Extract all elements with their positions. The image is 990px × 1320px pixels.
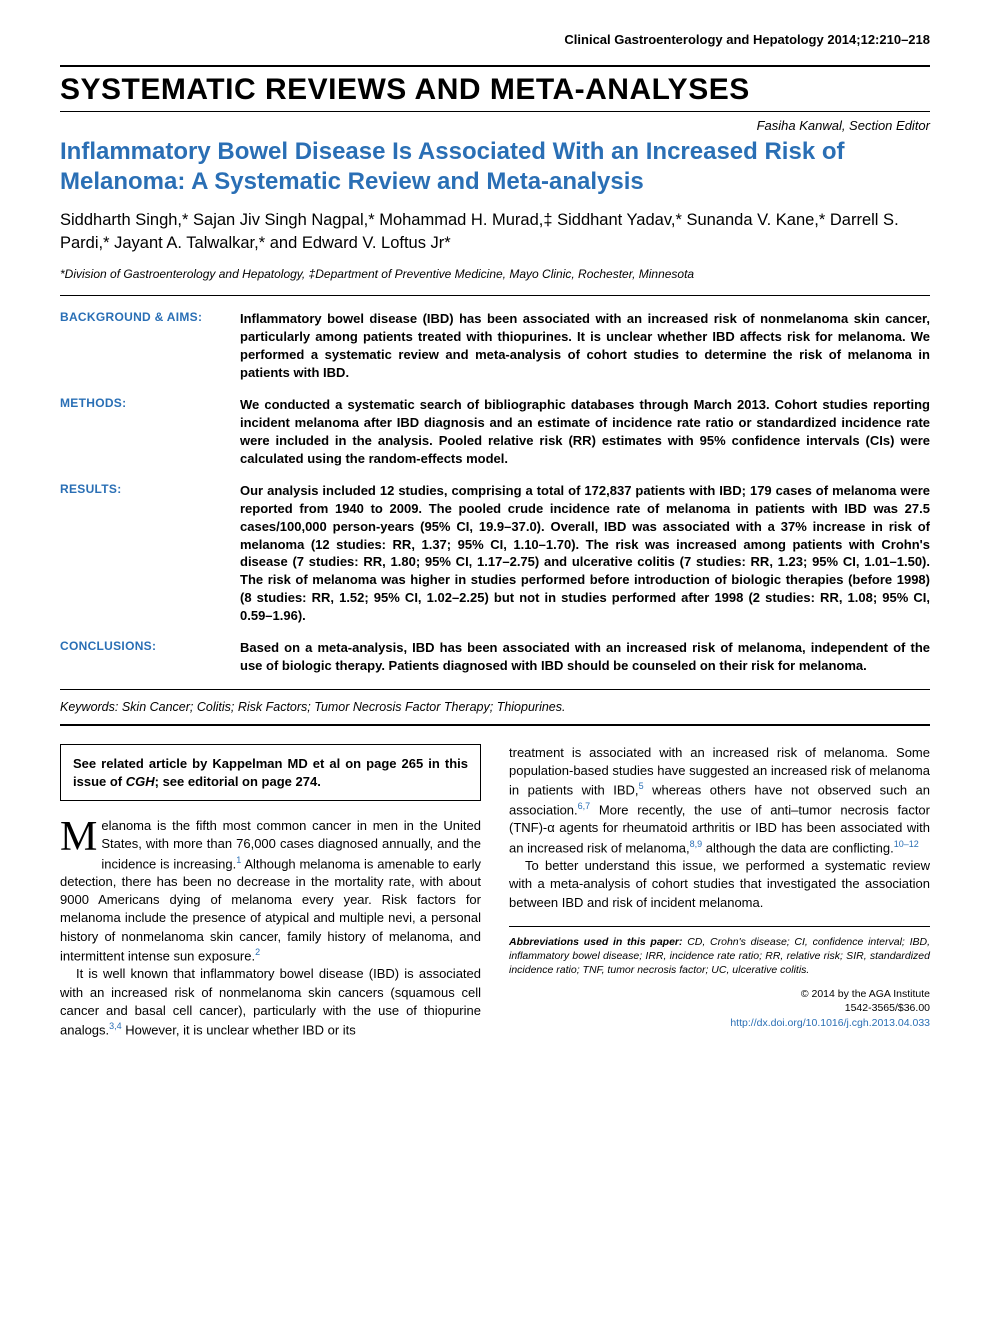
- doi-link[interactable]: http://dx.doi.org/10.1016/j.cgh.2013.04.…: [509, 1016, 930, 1030]
- column-left: See related article by Kappelman MD et a…: [60, 744, 481, 1039]
- copyright-line-1: © 2014 by the AGA Institute: [509, 987, 930, 1001]
- abstract-text-results: Our analysis included 12 studies, compri…: [240, 482, 930, 626]
- related-article-box: See related article by Kappelman MD et a…: [60, 744, 481, 801]
- author-list: Siddharth Singh,* Sajan Jiv Singh Nagpal…: [60, 209, 930, 255]
- copyright-block: © 2014 by the AGA Institute 1542-3565/$3…: [509, 987, 930, 1030]
- body-para-3: treatment is associated with an increase…: [509, 744, 930, 857]
- article-title: Inflammatory Bowel Disease Is Associated…: [60, 137, 930, 197]
- affiliations: *Division of Gastroenterology and Hepato…: [60, 267, 930, 296]
- abstract-methods: METHODS: We conducted a systematic searc…: [60, 396, 930, 468]
- abstract-conclusions: CONCLUSIONS: Based on a meta-analysis, I…: [60, 639, 930, 675]
- copyright-line-2: 1542-3565/$36.00: [509, 1001, 930, 1015]
- abstract-label-conclusions: CONCLUSIONS:: [60, 639, 240, 675]
- body-para-1: Melanoma is the fifth most common cancer…: [60, 817, 481, 965]
- column-right: treatment is associated with an increase…: [509, 744, 930, 1039]
- section-heading: SYSTEMATIC REVIEWS AND META-ANALYSES: [60, 65, 930, 112]
- abstract-text-conclusions: Based on a meta-analysis, IBD has been a…: [240, 639, 930, 675]
- ref-8-9[interactable]: 8,9: [690, 839, 703, 849]
- ref-6-7[interactable]: 6,7: [578, 801, 591, 811]
- abstract: BACKGROUND & AIMS: Inflammatory bowel di…: [60, 310, 930, 675]
- abstract-results: RESULTS: Our analysis included 12 studie…: [60, 482, 930, 626]
- related-ital: CGH: [126, 774, 155, 789]
- footer-block: Abbreviations used in this paper: CD, Cr…: [509, 926, 930, 1030]
- ref-3-4[interactable]: 3,4: [109, 1021, 122, 1031]
- abstract-label-results: RESULTS:: [60, 482, 240, 626]
- body-p1-cont: Although melanoma is amenable to early d…: [60, 856, 481, 963]
- abbreviations: Abbreviations used in this paper: CD, Cr…: [509, 935, 930, 978]
- abstract-text-methods: We conducted a systematic search of bibl…: [240, 396, 930, 468]
- body-p4-text: To better understand this issue, we perf…: [509, 858, 930, 909]
- ref-2[interactable]: 2: [255, 947, 260, 957]
- dropcap: M: [60, 817, 101, 856]
- journal-header: Clinical Gastroenterology and Hepatology…: [60, 32, 930, 47]
- keywords-text: Skin Cancer; Colitis; Risk Factors; Tumo…: [118, 700, 565, 714]
- abstract-label-methods: METHODS:: [60, 396, 240, 468]
- abstract-background: BACKGROUND & AIMS: Inflammatory bowel di…: [60, 310, 930, 382]
- body-columns: See related article by Kappelman MD et a…: [60, 744, 930, 1039]
- abstract-text-background: Inflammatory bowel disease (IBD) has bee…: [240, 310, 930, 382]
- abstract-label-background: BACKGROUND & AIMS:: [60, 310, 240, 382]
- body-p2-cont: However, it is unclear whether IBD or it…: [122, 1022, 356, 1037]
- ref-10-12[interactable]: 10–12: [894, 839, 919, 849]
- body-para-2: It is well known that inflammatory bowel…: [60, 965, 481, 1039]
- body-p3-c3: although the data are conflicting.: [702, 840, 894, 855]
- body-para-4: To better understand this issue, we perf…: [509, 857, 930, 912]
- related-post: ; see editorial on page 274.: [155, 774, 321, 789]
- keywords-label: Keywords:: [60, 700, 118, 714]
- abbrev-label: Abbreviations used in this paper:: [509, 936, 683, 948]
- keywords: Keywords: Skin Cancer; Colitis; Risk Fac…: [60, 689, 930, 726]
- section-editor: Fasiha Kanwal, Section Editor: [60, 118, 930, 133]
